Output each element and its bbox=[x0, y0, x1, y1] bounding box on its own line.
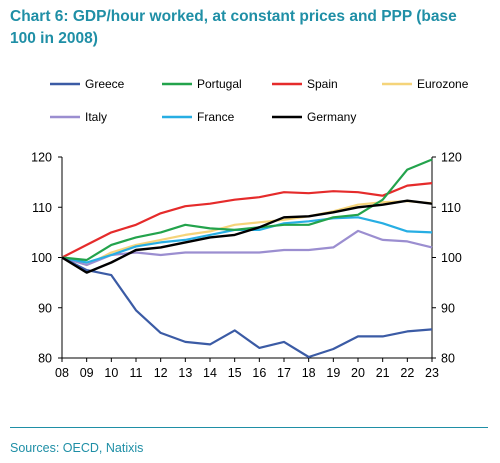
series-line-portugal bbox=[61, 158, 433, 262]
legend-label-portugal: Portugal bbox=[197, 77, 242, 91]
x-tick-label-09: 09 bbox=[80, 366, 94, 380]
legend-label-france: France bbox=[197, 110, 235, 124]
legend-label-spain: Spain bbox=[307, 77, 338, 91]
x-tick-label-23: 23 bbox=[425, 366, 439, 380]
x-tick-label-11: 11 bbox=[130, 366, 143, 380]
y-tick-label-left-110: 110 bbox=[32, 201, 52, 215]
x-tick-label-21: 21 bbox=[376, 366, 390, 380]
y-tick-label-left-120: 120 bbox=[31, 151, 52, 165]
y-tick-label-left-100: 100 bbox=[31, 251, 52, 265]
series-line-greece bbox=[61, 256, 433, 359]
y-tick-label-right-90: 90 bbox=[441, 301, 455, 315]
x-tick-label-15: 15 bbox=[228, 366, 242, 380]
series-line-spain bbox=[61, 182, 433, 259]
legend-label-italy: Italy bbox=[85, 110, 107, 124]
legend-label-germany: Germany bbox=[307, 110, 356, 124]
legend-label-eurozone: Eurozone bbox=[417, 77, 469, 91]
x-tick-label-20: 20 bbox=[351, 366, 365, 380]
x-tick-label-19: 19 bbox=[326, 366, 340, 380]
y-tick-label-left-90: 90 bbox=[38, 301, 52, 315]
y-tick-label-right-110: 110 bbox=[441, 201, 461, 215]
y-tick-label-right-80: 80 bbox=[441, 352, 455, 366]
source-note: Sources: OECD, Natixis bbox=[10, 441, 144, 455]
x-tick-label-12: 12 bbox=[154, 366, 168, 380]
x-tick-label-13: 13 bbox=[178, 366, 192, 380]
x-tick-label-22: 22 bbox=[400, 366, 414, 380]
x-tick-label-08: 08 bbox=[55, 366, 69, 380]
x-tick-label-18: 18 bbox=[302, 366, 316, 380]
source-divider bbox=[10, 427, 488, 428]
x-tick-label-16: 16 bbox=[252, 366, 266, 380]
y-tick-label-left-80: 80 bbox=[38, 352, 52, 366]
chart-title: Chart 6: GDP/hour worked, at constant pr… bbox=[10, 6, 488, 50]
series-line-germany bbox=[61, 199, 433, 274]
chart-title-line-2: 100 in 2008) bbox=[10, 30, 98, 47]
y-tick-label-right-100: 100 bbox=[441, 251, 462, 265]
y-tick-label-right-120: 120 bbox=[441, 151, 462, 165]
series-lines bbox=[61, 158, 433, 359]
series-line-eurozone bbox=[61, 200, 433, 267]
x-tick-label-17: 17 bbox=[277, 366, 291, 380]
series-line-italy bbox=[61, 229, 433, 267]
legend-label-greece: Greece bbox=[85, 77, 125, 91]
x-tick-label-14: 14 bbox=[203, 366, 217, 380]
chart-title-line-1: Chart 6: GDP/hour worked, at constant pr… bbox=[10, 8, 457, 25]
legend: Greece Portugal Spain Eurozone Italy France Ge… bbox=[50, 77, 469, 124]
x-tick-label-10: 10 bbox=[104, 366, 118, 380]
